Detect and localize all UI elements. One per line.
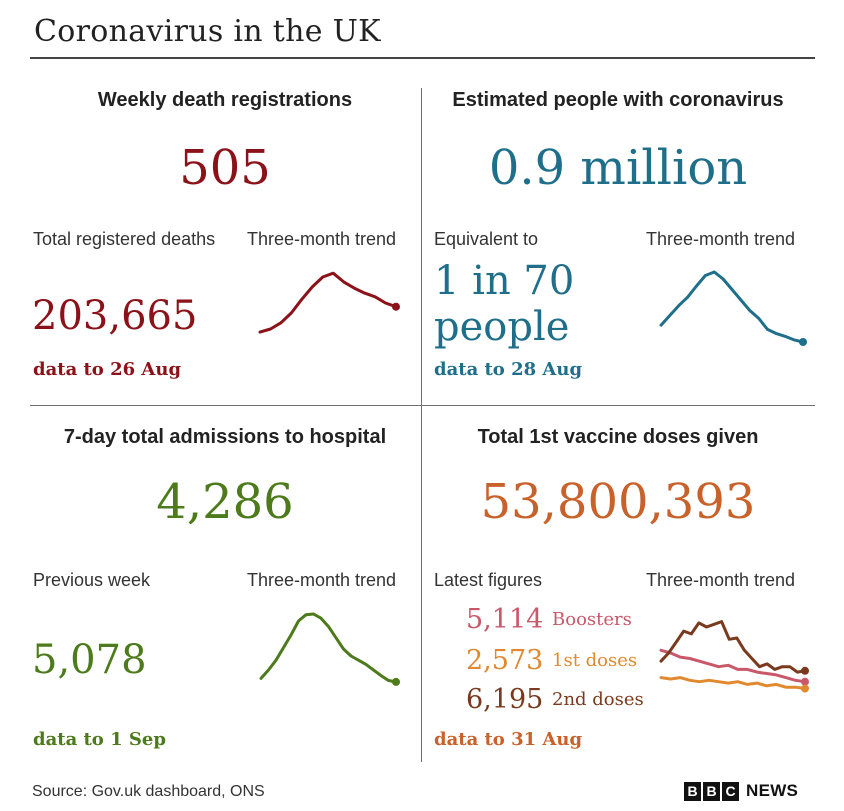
deaths-big-value: 505 bbox=[179, 140, 271, 196]
hospital-date: data to 1 Sep bbox=[33, 729, 166, 750]
estimated-trend-chart bbox=[659, 270, 807, 346]
horizontal-divider bbox=[30, 405, 815, 406]
vaccine-big-value: 53,800,393 bbox=[480, 474, 756, 530]
first-doses-value: 2,573 bbox=[466, 645, 544, 676]
deaths-trend-chart bbox=[258, 271, 400, 334]
page-title: Coronavirus in the UK bbox=[34, 14, 381, 49]
bbc-logo-letter: B bbox=[703, 781, 720, 801]
vaccine-trend-chart bbox=[659, 620, 809, 693]
vaccine-sub-label: Latest figures bbox=[434, 570, 543, 590]
vaccine-trend-label: Three-month trend bbox=[646, 570, 796, 590]
second-doses-trend-line bbox=[659, 620, 807, 674]
bbc-logo-letter: B bbox=[684, 781, 701, 801]
deaths-trend-end-dot bbox=[392, 302, 400, 311]
bbc-news-logo: B B C NEWS bbox=[684, 780, 798, 802]
second-doses-trend-end-dot bbox=[801, 666, 809, 675]
bbc-logo-letter: C bbox=[722, 781, 739, 801]
hospital-sub-label: Previous week bbox=[33, 570, 151, 590]
second-doses-value: 6,195 bbox=[466, 684, 544, 715]
vaccine-heading: Total 1st vaccine doses given bbox=[477, 426, 759, 448]
hospital-trend-end-dot bbox=[392, 677, 400, 686]
deaths-heading: Weekly death registrations bbox=[97, 89, 353, 111]
first-doses-label: 1st doses bbox=[552, 650, 638, 671]
hospital-trend-label: Three-month trend bbox=[247, 570, 397, 590]
estimated-heading: Estimated people with coronavirus bbox=[452, 89, 784, 111]
estimated-big-value: 0.9 million bbox=[488, 140, 748, 196]
title-rule bbox=[30, 57, 815, 59]
boosters-trend-end-dot bbox=[801, 677, 809, 686]
hospital-sub-value: 5,078 bbox=[32, 637, 147, 683]
boosters-label: Boosters bbox=[552, 609, 632, 630]
first-doses-trend-end-dot bbox=[801, 684, 809, 693]
news-wordmark: NEWS bbox=[746, 781, 799, 800]
estimated-trend-end-dot bbox=[799, 338, 807, 346]
boosters-value: 5,114 bbox=[466, 604, 544, 635]
estimated-sub-value-line1: 1 in 70 bbox=[434, 258, 575, 304]
deaths-sub-value: 203,665 bbox=[32, 293, 198, 339]
estimated-sub-value-line2: people bbox=[434, 304, 570, 350]
source-note: Source: Gov.uk dashboard, ONS bbox=[32, 783, 265, 800]
hospital-heading: 7-day total admissions to hospital bbox=[63, 426, 387, 448]
estimated-trend-label: Three-month trend bbox=[646, 229, 796, 249]
boosters-trend-line bbox=[659, 648, 807, 684]
hospital-big-value: 4,286 bbox=[156, 474, 294, 530]
vertical-divider bbox=[421, 88, 422, 762]
first-doses-trend-line bbox=[659, 676, 807, 690]
second-doses-label: 2nd doses bbox=[552, 689, 644, 710]
hospital-trend-line bbox=[259, 612, 398, 684]
estimated-date: data to 28 Aug bbox=[434, 359, 583, 380]
vaccine-date: data to 31 Aug bbox=[434, 729, 583, 750]
deaths-trend-label: Three-month trend bbox=[247, 229, 397, 249]
deaths-date: data to 26 Aug bbox=[33, 359, 182, 380]
deaths-trend-line bbox=[258, 271, 398, 334]
estimated-sub-label: Equivalent to bbox=[434, 229, 539, 249]
deaths-sub-label: Total registered deaths bbox=[33, 229, 216, 249]
estimated-trend-line bbox=[659, 270, 805, 344]
hospital-trend-chart bbox=[259, 612, 400, 686]
